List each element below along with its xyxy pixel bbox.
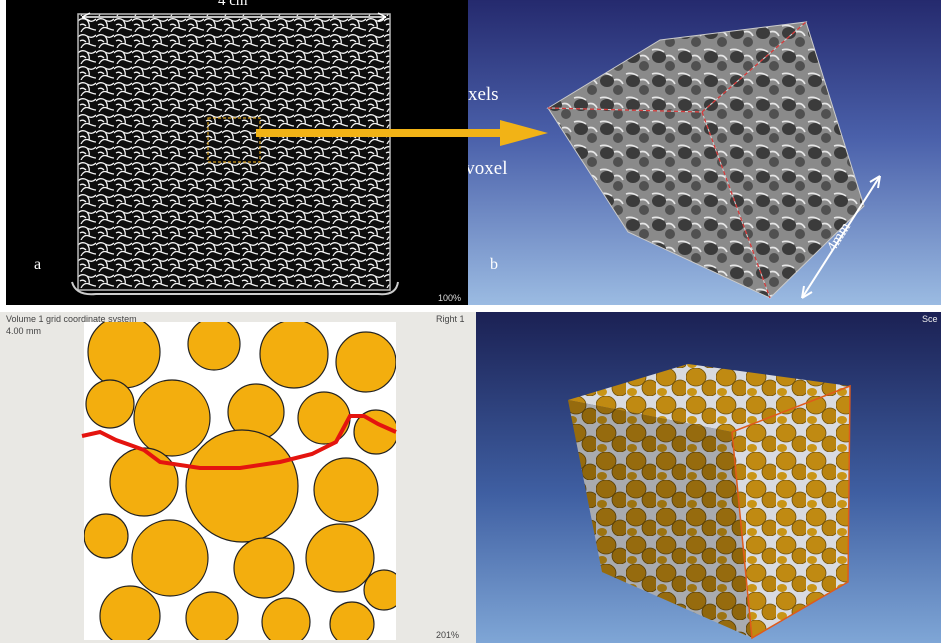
panel-c-zoom: 201%: [436, 630, 460, 640]
panel-d-view: Sce: [922, 314, 938, 324]
foam-cross-section: [78, 14, 390, 290]
panel-b-label: b: [490, 256, 498, 273]
panel-a-zoom: 100%: [438, 293, 462, 303]
panel-d-segmented-cube: Sce: [476, 312, 941, 643]
dimension-label: 4 cm: [218, 0, 248, 9]
segmented-pore-image: [84, 322, 396, 640]
side-length-arrow: [801, 175, 881, 299]
voxel-count-label: 210³ voxels: [468, 84, 499, 105]
panel-c-view: Right 1: [436, 314, 465, 324]
panel-a-ct-slice: 4 cm a 100%: [6, 0, 468, 305]
panel-a-label: a: [34, 256, 42, 273]
profile-line: [81, 414, 397, 470]
grey-cube-render: [546, 21, 881, 299]
panel-c-segmented-slice: Volume 1 grid coordinate system 4.00 mm …: [0, 312, 476, 643]
yellow-cube-render: [568, 364, 851, 640]
arrow-icon: [256, 120, 548, 146]
region-of-interest-box: [207, 117, 261, 163]
ct-slice-image: [71, 12, 399, 296]
panel-b-3d-cube: 210³ voxels 15 um/voxel b 4mm: [468, 0, 941, 305]
panel-c-subtitle: 4.00 mm: [6, 326, 42, 336]
resolution-label: 15 um/voxel: [468, 158, 508, 179]
panel-c-title: Volume 1 grid coordinate system: [6, 314, 137, 324]
